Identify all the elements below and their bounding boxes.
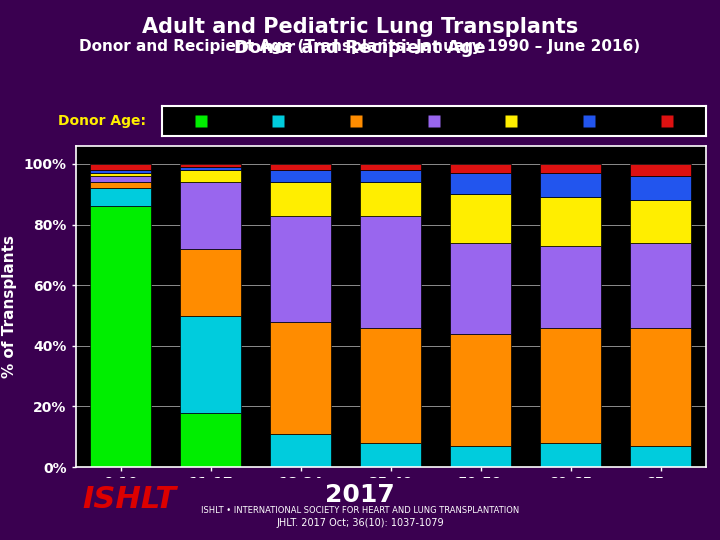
Bar	[540, 328, 601, 443]
Bar	[630, 164, 691, 176]
Bar	[180, 182, 241, 249]
Bar	[270, 322, 331, 434]
Bar	[180, 249, 241, 315]
Bar	[450, 164, 511, 173]
Bar	[180, 167, 241, 170]
Bar	[360, 328, 421, 443]
Bar	[270, 182, 331, 215]
Bar	[90, 173, 151, 176]
Bar	[90, 188, 151, 206]
Bar	[450, 173, 511, 194]
Bar	[540, 197, 601, 246]
Bar	[180, 170, 241, 182]
Text: Donor and Recipient Age: Donor and Recipient Age	[234, 39, 486, 57]
Bar	[540, 443, 601, 467]
Bar	[360, 443, 421, 467]
Text: Adult and Pediatric Lung Transplants: Adult and Pediatric Lung Transplants	[142, 17, 578, 37]
X-axis label: Recipient Age: Recipient Age	[325, 497, 456, 515]
Bar	[360, 182, 421, 215]
Bar	[270, 215, 331, 322]
Bar	[540, 246, 601, 328]
Text: Donor Age:: Donor Age:	[58, 114, 145, 128]
Bar	[450, 334, 511, 446]
Bar	[270, 170, 331, 182]
Bar	[270, 164, 331, 170]
Bar	[90, 176, 151, 182]
Bar	[630, 176, 691, 200]
Bar	[360, 215, 421, 328]
Text: JHLT. 2017 Oct; 36(10): 1037-1079: JHLT. 2017 Oct; 36(10): 1037-1079	[276, 518, 444, 528]
Bar	[450, 194, 511, 243]
Y-axis label: % of Transplants: % of Transplants	[1, 235, 17, 378]
Bar	[270, 434, 331, 467]
Bar	[360, 164, 421, 170]
Bar	[630, 243, 691, 328]
Bar	[630, 328, 691, 446]
Text: Donor and Recipient Age (Transplants: January 1990 – June 2016): Donor and Recipient Age (Transplants: Ja…	[79, 39, 641, 54]
Bar	[630, 200, 691, 243]
Bar	[90, 206, 151, 467]
Bar	[180, 164, 241, 167]
Bar	[180, 315, 241, 413]
Text: 2017: 2017	[325, 483, 395, 507]
Bar	[540, 173, 601, 197]
Bar	[180, 413, 241, 467]
Bar	[90, 164, 151, 170]
Bar	[90, 182, 151, 188]
Bar	[450, 243, 511, 334]
Bar	[450, 446, 511, 467]
Bar	[540, 164, 601, 173]
Bar	[90, 170, 151, 173]
Text: ISHLT: ISHLT	[83, 485, 176, 514]
Bar	[360, 170, 421, 182]
Bar	[630, 446, 691, 467]
Text: ISHLT • INTERNATIONAL SOCIETY FOR HEART AND LUNG TRANSPLANTATION: ISHLT • INTERNATIONAL SOCIETY FOR HEART …	[201, 505, 519, 515]
